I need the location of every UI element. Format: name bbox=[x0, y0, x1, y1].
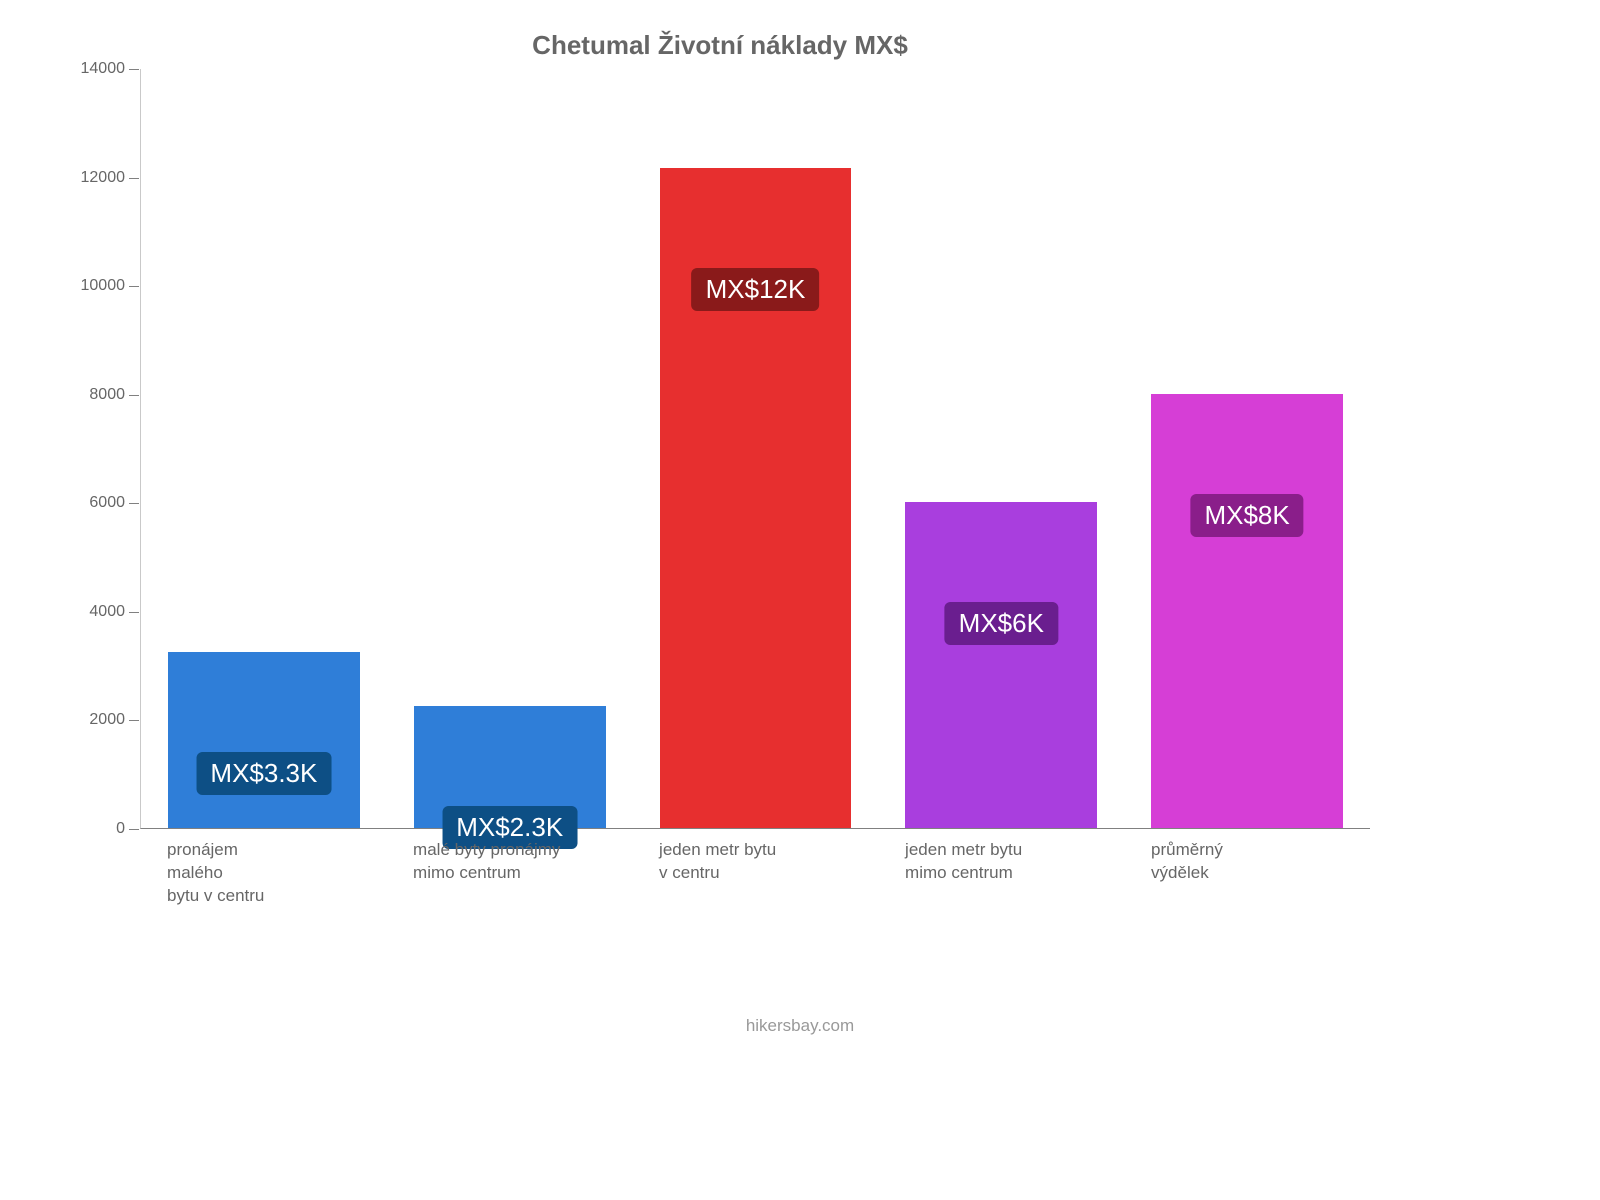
y-tick bbox=[129, 178, 139, 179]
x-axis-labels: pronájem malého bytu v centru malé byty p… bbox=[140, 829, 1370, 949]
y-tick-label: 12000 bbox=[81, 169, 126, 187]
y-tick-label: 10000 bbox=[81, 277, 126, 295]
chart-title: Chetumal Životní náklady MX$ bbox=[60, 30, 1380, 61]
y-tick bbox=[129, 69, 139, 70]
bar: MX$3.3K bbox=[168, 652, 360, 828]
y-tick-label: 4000 bbox=[89, 603, 125, 621]
y-tick-label: 8000 bbox=[89, 386, 125, 404]
cost-of-living-chart: Chetumal Životní náklady MX$ MX$3.3K MX$2… bbox=[60, 30, 1380, 1040]
y-tick bbox=[129, 286, 139, 287]
bar: MX$8K bbox=[1151, 394, 1343, 828]
x-tick-label: jeden metr bytu mimo centrum bbox=[905, 839, 1097, 885]
y-tick bbox=[129, 720, 139, 721]
attribution-text: hikersbay.com bbox=[0, 1016, 1600, 1036]
y-tick-label: 2000 bbox=[89, 711, 125, 729]
y-tick-label: 6000 bbox=[89, 494, 125, 512]
plot-area: MX$3.3K MX$2.3K MX$12K MX$6K MX$8K 0 2000 4000… bbox=[60, 69, 1380, 949]
value-badge: MX$8K bbox=[1190, 494, 1303, 537]
x-tick-label: jeden metr bytu v centru bbox=[659, 839, 851, 885]
bar: MX$2.3K bbox=[414, 706, 606, 828]
y-tick-label: 14000 bbox=[81, 60, 126, 78]
y-tick bbox=[129, 612, 139, 613]
y-tick bbox=[129, 829, 139, 830]
y-tick bbox=[129, 503, 139, 504]
x-tick-label: pronájem malého bytu v centru bbox=[167, 839, 359, 908]
plot-inner: MX$3.3KMX$2.3KMX$12KMX$6KMX$8K 020004000… bbox=[140, 69, 1370, 829]
y-tick-label: 0 bbox=[116, 820, 125, 838]
value-badge: MX$6K bbox=[945, 602, 1058, 645]
value-badge: MX$3.3K bbox=[196, 752, 331, 795]
value-badge: MX$12K bbox=[692, 268, 820, 311]
bar: MX$6K bbox=[905, 502, 1097, 828]
bars-layer: MX$3.3K MX$2.3K MX$12K MX$6K MX$8K bbox=[141, 69, 1370, 828]
bar: MX$12K bbox=[660, 168, 852, 828]
x-tick-label: malé byty pronájmy mimo centrum bbox=[413, 839, 605, 885]
y-tick bbox=[129, 395, 139, 396]
x-tick-label: průměrný výdělek bbox=[1151, 839, 1343, 885]
